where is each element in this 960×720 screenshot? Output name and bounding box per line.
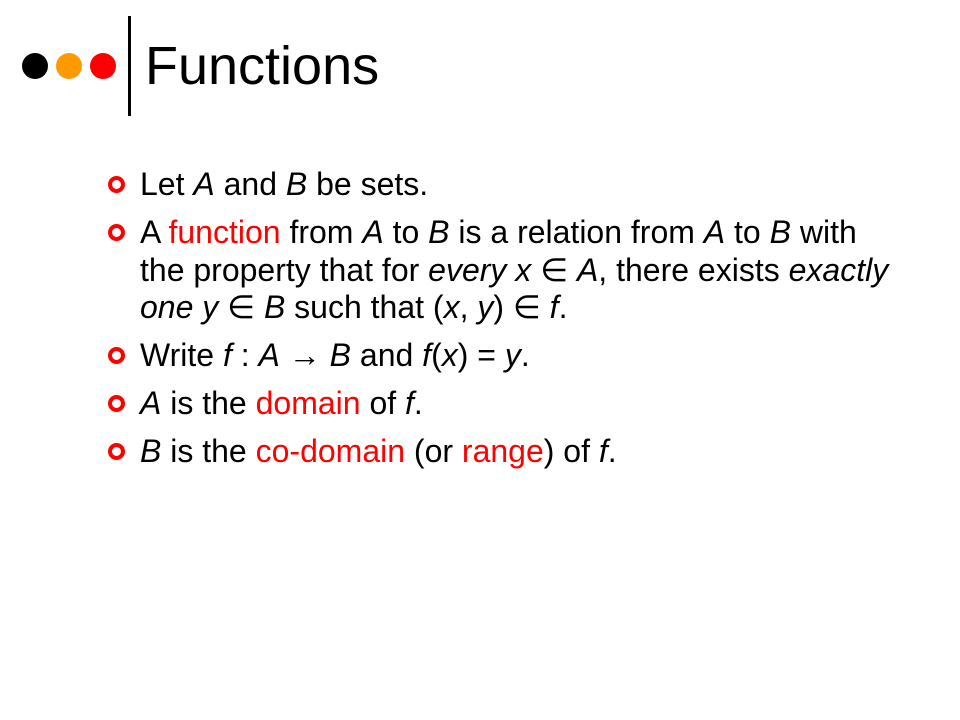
var-A: A (362, 214, 383, 250)
text: Let (140, 166, 193, 202)
var-x: x (442, 337, 458, 373)
arrow-symbol: → (280, 337, 330, 373)
text: , (460, 289, 478, 325)
text: such that ( (285, 289, 443, 325)
term-function: function (168, 214, 280, 250)
bullet-2: A function from A to B is a relation fro… (108, 214, 900, 327)
text: (or (405, 433, 462, 469)
var-y: y (505, 337, 521, 373)
ring-icon (108, 224, 125, 241)
text: be sets. (307, 166, 428, 202)
ring-icon (108, 395, 125, 412)
var-B: B (770, 214, 791, 250)
var-x: x (515, 252, 531, 288)
var-B: B (428, 214, 449, 250)
title-row: Functions (22, 16, 920, 116)
text: ) = (458, 337, 505, 373)
dot-2 (56, 53, 82, 79)
header-dots (22, 53, 116, 79)
bullet-1: Let A and B be sets. (108, 166, 900, 204)
dot-3 (90, 53, 116, 79)
var-A: A (140, 385, 161, 421)
text: to (725, 214, 769, 250)
in-symbol: ∈ (531, 252, 577, 288)
every: every (428, 252, 506, 288)
bullet-4: A is the domain of f. (108, 385, 900, 423)
text: is the (161, 385, 255, 421)
in-symbol: ∈ (218, 289, 264, 325)
var-B: B (264, 289, 285, 325)
text (193, 289, 202, 325)
dot-1 (22, 53, 48, 79)
var-f: f (405, 385, 414, 421)
text: and (215, 166, 286, 202)
text (506, 252, 515, 288)
in-symbol: ∈ (513, 289, 550, 325)
text: from (281, 214, 363, 250)
slide: Functions Let A and B be sets. A functio… (0, 0, 960, 720)
text: : (232, 337, 259, 373)
var-B: B (286, 166, 307, 202)
text: . (414, 385, 423, 421)
text: . (559, 289, 568, 325)
text: ( (431, 337, 442, 373)
text: . (608, 433, 617, 469)
text: ) of (544, 433, 599, 469)
var-A: A (577, 252, 598, 288)
content-area: Let A and B be sets. A function from A t… (108, 166, 900, 470)
term-range: range (462, 433, 544, 469)
text: A (140, 214, 168, 250)
ring-icon (108, 347, 125, 364)
text: of (361, 385, 405, 421)
var-B: B (140, 433, 161, 469)
text: to (384, 214, 428, 250)
var-f: f (599, 433, 608, 469)
var-f: f (223, 337, 232, 373)
ring-icon (108, 176, 125, 193)
var-f: f (550, 289, 559, 325)
var-x: x (444, 289, 460, 325)
text: , there exists (598, 252, 788, 288)
var-y: y (477, 289, 493, 325)
text: and (351, 337, 422, 373)
var-A: A (193, 166, 214, 202)
var-y: y (202, 289, 218, 325)
term-domain: domain (256, 385, 361, 421)
text: is a relation from (449, 214, 703, 250)
term-codomain: co-domain (256, 433, 405, 469)
var-B: B (330, 337, 351, 373)
var-A: A (259, 337, 280, 373)
var-f: f (422, 337, 431, 373)
text: ) (493, 289, 513, 325)
bullet-3: Write f : A → B and f(x) = y. (108, 337, 900, 375)
text: is the (161, 433, 255, 469)
bullet-5: B is the co-domain (or range) of f. (108, 433, 900, 471)
var-A: A (704, 214, 725, 250)
text: Write (140, 337, 223, 373)
ring-icon (108, 443, 125, 460)
slide-title: Functions (145, 39, 379, 93)
text: . (521, 337, 530, 373)
title-divider (128, 16, 131, 116)
